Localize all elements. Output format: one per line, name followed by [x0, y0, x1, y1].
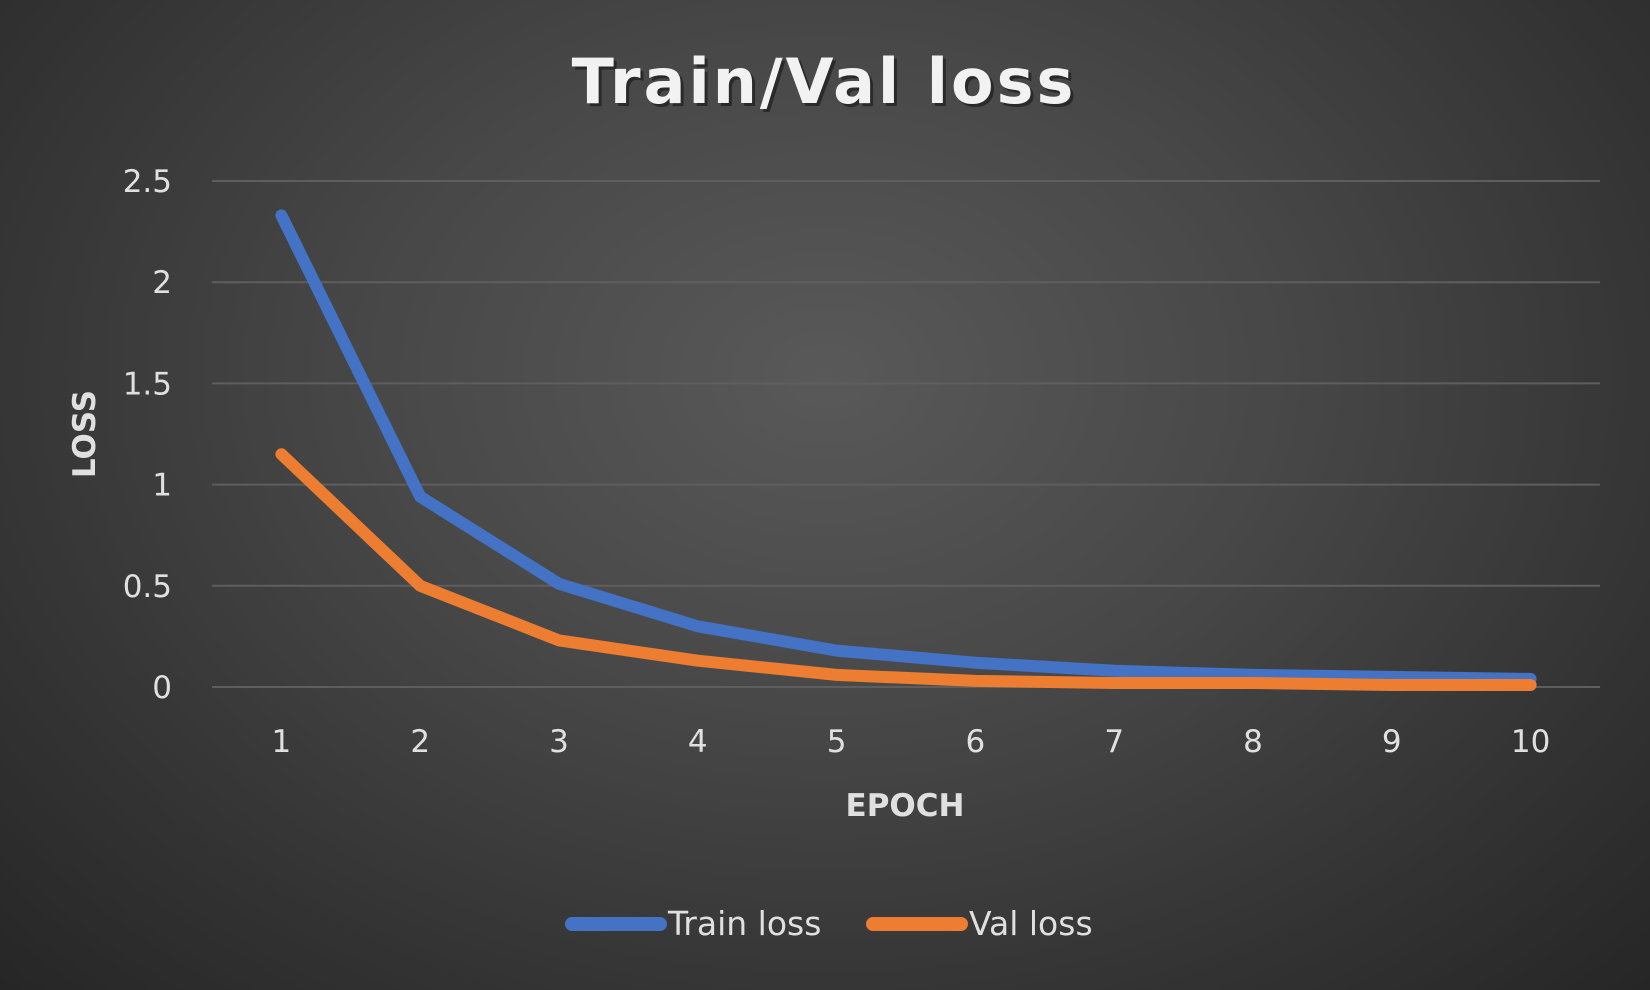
legend-item: Train loss	[565, 904, 821, 943]
legend: Train loss Val loss	[565, 904, 1093, 943]
gridlines	[212, 180, 1600, 688]
chart-title-shadow: Train/Val loss	[575, 48, 1080, 121]
series-lines	[275, 209, 1537, 691]
y-tick-label: 1.5	[123, 366, 172, 402]
y-tick-label: 2.5	[123, 164, 172, 200]
x-axis-title: EPOCH	[846, 788, 965, 824]
x-tick-label: 4	[688, 724, 708, 760]
x-tick-label: 9	[1382, 724, 1402, 760]
series-line-val-loss	[275, 448, 1537, 691]
x-tick-label: 10	[1511, 724, 1550, 760]
chart-title: Train/Val loss	[572, 45, 1077, 118]
y-axis-title: LOSS	[67, 390, 103, 478]
y-tick-label: 2	[152, 265, 172, 301]
y-tick-label: 0	[152, 670, 172, 706]
x-tick-label: 3	[549, 724, 569, 760]
x-axis-ticks: 1 2 3 4 5 6 7 8 9 10	[272, 724, 1551, 760]
y-tick-label: 0.5	[123, 569, 172, 605]
x-tick-label: 7	[1104, 724, 1124, 760]
x-tick-label: 6	[966, 724, 986, 760]
x-tick-label: 1	[272, 724, 292, 760]
x-tick-label: 5	[827, 724, 847, 760]
legend-label: Train loss	[667, 904, 821, 943]
x-tick-label: 2	[410, 724, 430, 760]
y-axis-ticks: 0 0.5 1 1.5 2 2.5	[123, 164, 172, 706]
x-tick-label: 8	[1243, 724, 1263, 760]
legend-label: Val loss	[969, 904, 1093, 943]
y-tick-label: 1	[152, 468, 172, 504]
legend-item: Val loss	[866, 904, 1093, 943]
series-line-train-loss	[275, 209, 1537, 685]
